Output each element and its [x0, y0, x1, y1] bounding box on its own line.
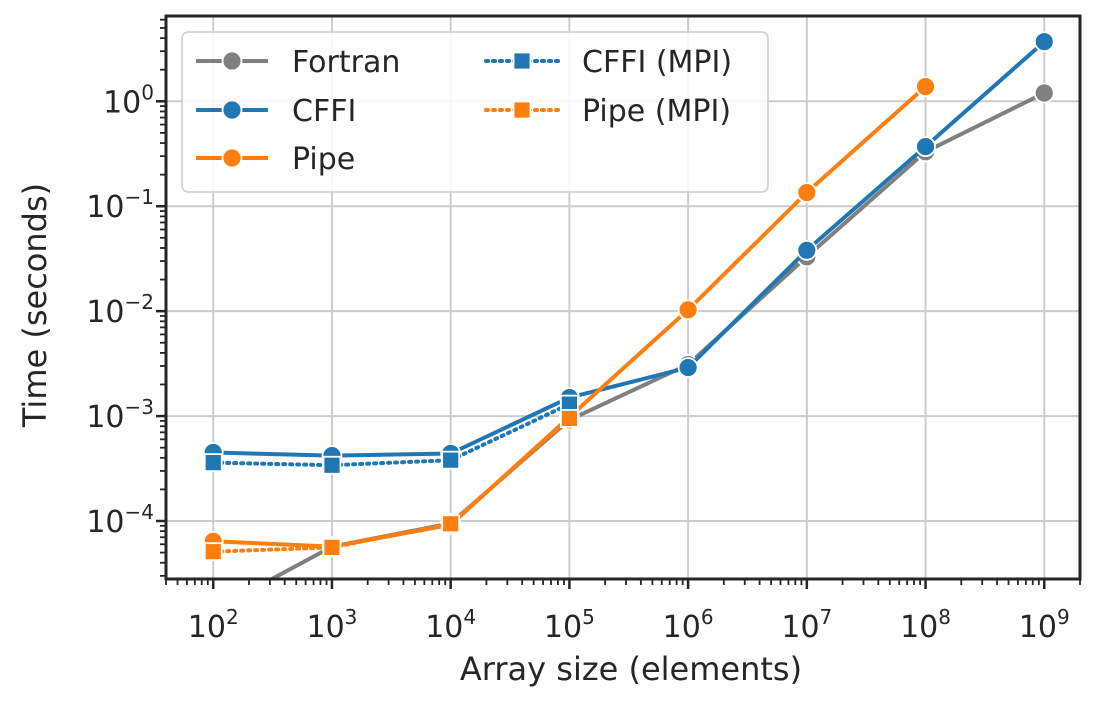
y-tick-label-exponent: −4: [125, 500, 154, 524]
y-tick-label-base: 10: [86, 190, 124, 225]
legend-item-cffi: CFFI: [196, 94, 356, 129]
x-tick-label-exponent: 6: [701, 605, 714, 629]
tick-labels: 102 103 104 105 106 107 108 10910−410−310−210−1…: [86, 80, 1069, 645]
legend-label: Pipe: [292, 142, 355, 177]
legend-label: CFFI: [292, 94, 356, 129]
data-point-pipe-mpi: [322, 538, 342, 557]
x-tick-label-base: 10: [188, 610, 226, 645]
series-line-pipe-mpi: [211, 416, 572, 554]
data-point-pipe-mpi: [203, 542, 223, 562]
data-point-cffi: [796, 239, 818, 261]
x-tick-label-base: 10: [544, 610, 582, 645]
x-tick-label: 103: [306, 605, 357, 645]
data-point-pipe-mpi: [441, 514, 461, 534]
legend-label: Pipe (MPI): [582, 94, 731, 129]
data-point-cffi: [1033, 31, 1055, 53]
series-pipe-mpi: [203, 409, 579, 562]
legend: Fortran CFFI Pipe CFFI (MPI) Pipe (MPI): [181, 31, 769, 193]
legend-swatch-marker: [221, 50, 243, 72]
y-tick-label-base: 10: [86, 295, 124, 330]
y-tick-label-base: 10: [103, 85, 141, 120]
series-layer: [202, 31, 1055, 579]
plot-frame: [164, 14, 1082, 581]
x-tick-label-exponent: 4: [463, 605, 476, 629]
x-axis-title: Array size (elements): [460, 650, 802, 688]
y-tick-label-exponent: −3: [125, 395, 154, 419]
legend-box: [181, 31, 769, 193]
data-point-fortran: [1033, 82, 1055, 104]
x-tick-label-exponent: 8: [938, 605, 951, 629]
y-axis-title: Time (seconds): [16, 183, 54, 428]
legend-label: Fortran: [292, 45, 400, 80]
x-tick-label-exponent: 2: [226, 605, 239, 629]
x-tick-label: 106: [663, 605, 714, 645]
legend-item-cffi-mpi: CFFI (MPI): [484, 45, 732, 80]
x-tick-label-base: 10: [306, 610, 344, 645]
x-tick-label-base: 10: [425, 610, 463, 645]
x-tick-label: 105: [544, 605, 595, 645]
x-tick-label-base: 10: [781, 610, 819, 645]
x-tick-label-exponent: 7: [820, 605, 833, 629]
data-point-cffi-mpi: [441, 450, 461, 470]
data-point-pipe-mpi: [559, 409, 579, 428]
legend-label: CFFI (MPI): [582, 45, 732, 80]
series-line-cffi-mpi: [211, 402, 572, 468]
data-point-cffi: [915, 136, 936, 158]
legend-swatch-marker: [512, 51, 532, 71]
legend-item-fortran: Fortran: [196, 45, 400, 80]
y-tick-label: 10−3: [86, 395, 154, 435]
legend-item-pipe-mpi: Pipe (MPI): [484, 94, 731, 129]
legend-swatch-marker: [512, 100, 532, 120]
y-tick-label-exponent: −1: [125, 185, 154, 209]
x-tick-label-exponent: 3: [345, 605, 358, 629]
x-tick-label: 107: [781, 605, 832, 645]
series-cffi-mpi: [203, 394, 579, 475]
x-tick-label: 109: [1019, 605, 1070, 645]
y-tick-label-base: 10: [86, 400, 124, 435]
data-point-pipe: [796, 182, 818, 203]
x-tick-label-base: 10: [1019, 610, 1057, 645]
data-point-pipe: [677, 299, 699, 321]
x-tick-label: 102: [188, 605, 239, 645]
y-tick-label-exponent: −2: [125, 290, 154, 314]
y-tick-label-base: 10: [86, 505, 124, 540]
x-tick-label-base: 10: [663, 610, 701, 645]
y-tick-label: 100: [103, 80, 154, 120]
data-point-cffi: [677, 357, 699, 378]
x-tick-label-base: 10: [900, 610, 938, 645]
legend-item-pipe: Pipe: [196, 142, 355, 177]
series-line-cffi: [211, 39, 1047, 458]
data-point-pipe: [915, 76, 936, 98]
y-tick-label: 10−2: [86, 290, 154, 330]
x-tick-label: 104: [425, 605, 476, 645]
x-tick-label-exponent: 9: [1057, 605, 1070, 629]
y-tick-label-exponent: 0: [141, 80, 154, 104]
y-tick-label: 10−4: [86, 500, 154, 540]
legend-swatch-marker: [221, 147, 243, 169]
x-tick-label: 108: [900, 605, 951, 645]
x-tick-label-exponent: 5: [582, 605, 595, 629]
data-point-cffi-mpi: [322, 455, 342, 475]
data-point-cffi-mpi: [203, 453, 223, 473]
y-tick-label: 10−1: [86, 185, 154, 225]
legend-swatch-marker: [221, 99, 243, 121]
